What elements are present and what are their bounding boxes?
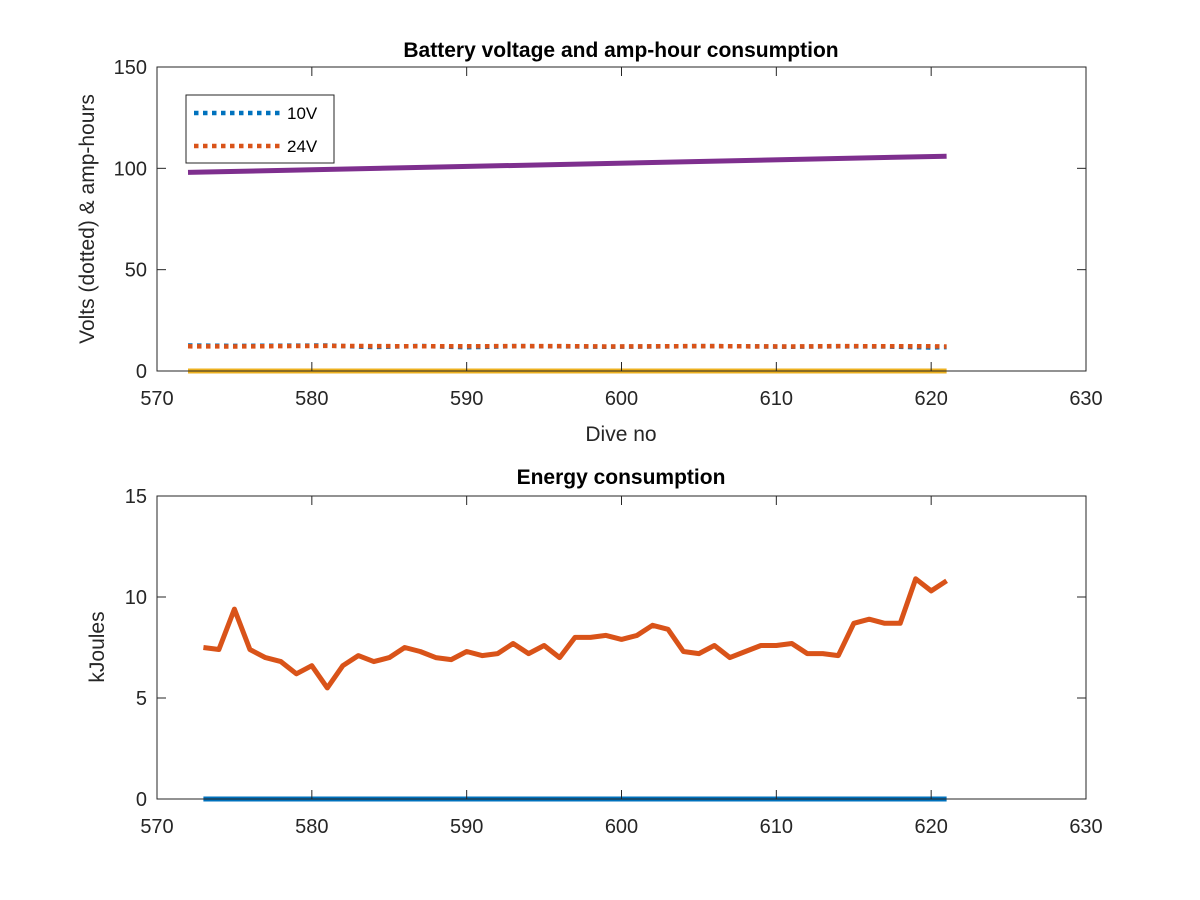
top-y-tick-label: 50 [125,260,147,282]
legend-label-10v: 10V [287,104,318,123]
legend-label-24v: 24V [287,137,318,156]
top-x-tick-label: 570 [140,388,173,410]
top-x-tick-label: 600 [605,388,638,410]
top-y-axis-label: Volts (dotted) & amp-hours [76,94,99,344]
top-series-line-24v [187,343,947,349]
top-x-tick-label: 610 [760,388,793,410]
top-x-tick-label: 580 [295,388,328,410]
bottom-x-tick-label: 630 [1069,816,1102,838]
top-x-tick-label: 620 [914,388,947,410]
top-chart-title: Battery voltage and amp-hour consumption [403,39,838,62]
top-series-line-3 [187,153,947,175]
bottom-x-tick-label: 620 [914,816,947,838]
bottom-x-tick-label: 590 [450,816,483,838]
bottom-y-tick-label: 5 [136,688,147,710]
top-x-tick-label: 630 [1069,388,1102,410]
bottom-chart-title: Energy consumption [517,466,726,489]
bottom-axes: Energy consumption 570 580 590 600 610 620 630… [86,466,1103,838]
top-ticks: 570 580 590 600 610 620 630 0 50 100 150 [114,57,1103,410]
legend: 10V 24V [185,94,335,164]
bottom-x-tick-label: 570 [140,816,173,838]
top-y-tick-label: 100 [114,158,147,180]
bottom-x-tick-label: 600 [605,816,638,838]
bottom-y-tick-label: 10 [125,587,147,609]
bottom-y-axis-label: kJoules [86,611,109,682]
legend-box [185,94,335,164]
bottom-y-tick-label: 15 [125,486,147,508]
bottom-x-tick-label: 610 [760,816,793,838]
bottom-y-tick-label: 0 [136,789,147,811]
bottom-ticks: 570 580 590 600 610 620 630 0 5 10 15 [125,486,1103,838]
bottom-x-tick-label: 580 [295,816,328,838]
top-axes: Battery voltage and amp-hour consumption… [76,39,1103,446]
top-y-tick-label: 0 [136,361,147,383]
top-y-tick-label: 150 [114,57,147,79]
bottom-series-line-2 [203,576,948,691]
top-x-tick-label: 590 [450,388,483,410]
top-x-axis-label: Dive no [585,423,656,446]
